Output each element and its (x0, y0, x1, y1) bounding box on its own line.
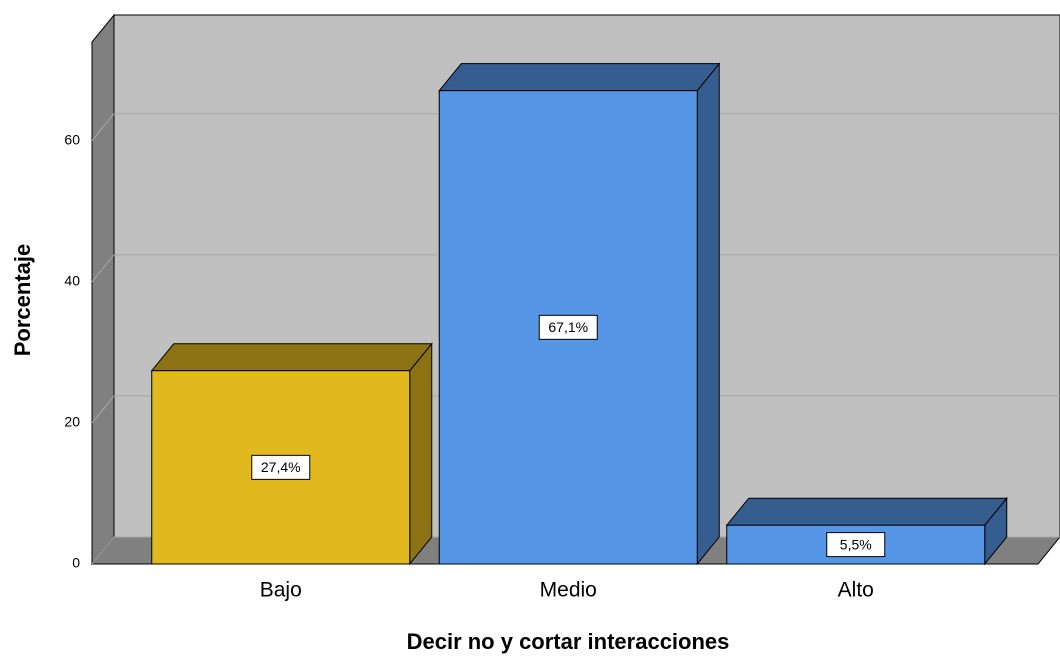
bar-top (438, 63, 721, 92)
x-tick-label: Bajo (260, 579, 302, 602)
bar-top (725, 497, 1008, 526)
value-label-box (826, 532, 886, 558)
y-axis-title: Porcentaje (10, 244, 35, 357)
value-label: 67,1% (548, 319, 588, 335)
grid-line (91, 254, 115, 283)
x-axis-title: Decir no y cortar interacciones (407, 629, 730, 654)
value-label-box (538, 314, 598, 340)
value-label: 27,4% (261, 459, 301, 475)
grid-line (91, 113, 115, 142)
bar-side (409, 342, 433, 566)
x-tick-label: Medio (540, 579, 597, 602)
bar (725, 496, 1008, 566)
bar (438, 62, 721, 566)
y-tick-label: 0 (72, 555, 80, 571)
bar-top (150, 343, 433, 372)
left-wall (91, 13, 115, 566)
y-tick-label: 20 (64, 414, 80, 430)
grid-line (91, 395, 115, 424)
y-tick-label: 40 (64, 273, 80, 289)
x-tick-label: Alto (838, 579, 874, 602)
value-label-box (251, 454, 311, 480)
bar-side (696, 62, 720, 566)
y-tick-label: 60 (64, 131, 80, 147)
grid-line (91, 536, 115, 565)
value-label: 5,5% (840, 536, 872, 552)
bar (150, 342, 433, 566)
